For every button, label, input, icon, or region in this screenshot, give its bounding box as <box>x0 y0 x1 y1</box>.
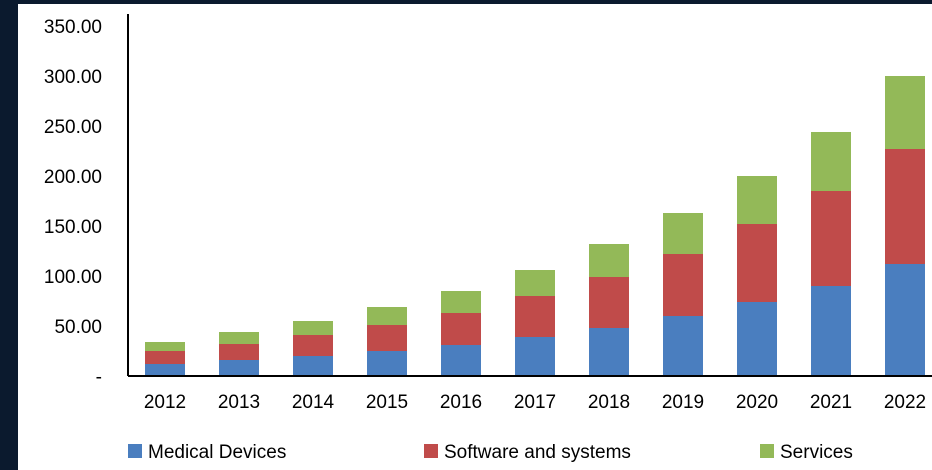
bar-segment <box>515 337 555 376</box>
bar-segment <box>589 277 629 328</box>
bar-segment <box>663 316 703 376</box>
bar-segment <box>663 213 703 254</box>
x-tick-label: 2022 <box>884 392 926 413</box>
bar-segment <box>515 296 555 337</box>
chart-frame: - 50.00 100.00 150.00 200.00 250.00 300.00 350.… <box>18 4 932 470</box>
bar-segment <box>885 76 925 149</box>
legend-label: Software and systems <box>444 442 631 463</box>
legend-label: Services <box>780 442 853 463</box>
bar-segment <box>811 191 851 286</box>
bar-segment <box>663 254 703 316</box>
bar-segment <box>219 332 259 344</box>
x-tick-label: 2017 <box>514 392 556 413</box>
bar-segment <box>441 313 481 345</box>
bar-segment <box>737 302 777 376</box>
bar-segment <box>515 270 555 296</box>
bar-segment <box>367 325 407 351</box>
x-tick-label: 2020 <box>736 392 778 413</box>
x-tick-label: 2018 <box>588 392 630 413</box>
legend-swatch <box>128 444 142 458</box>
legend: Medical Devices Software and systems Servi… <box>128 442 853 463</box>
bar-segment <box>441 345 481 376</box>
x-axis: 2012 2013 2014 2015 2016 2017 2018 2019 2020 2021… <box>128 375 932 413</box>
x-tick-label: 2012 <box>144 392 186 413</box>
bar-segment <box>145 351 185 364</box>
bar-segment <box>737 176 777 224</box>
bar-segment <box>737 224 777 302</box>
x-tick-label: 2021 <box>810 392 852 413</box>
x-tick-label: 2014 <box>292 392 335 413</box>
y-tick-label: 350.00 <box>44 17 102 38</box>
bar-segment <box>145 342 185 351</box>
legend-swatch <box>760 444 774 458</box>
bar-segment <box>811 286 851 376</box>
bar-segment <box>219 344 259 360</box>
bar-segment <box>885 149 925 264</box>
bar-segment <box>589 328 629 376</box>
y-tick-label: 200.00 <box>44 167 102 188</box>
y-tick-label: 50.00 <box>54 317 102 338</box>
x-tick-label: 2013 <box>218 392 260 413</box>
x-tick-label: 2016 <box>440 392 482 413</box>
x-tick-label: 2015 <box>366 392 408 413</box>
y-tick-label: - <box>96 367 102 388</box>
y-tick-label: 100.00 <box>44 267 102 288</box>
y-tick-label: 300.00 <box>44 67 102 88</box>
bar-segment <box>811 132 851 191</box>
x-tick-label: 2019 <box>662 392 704 413</box>
bar-segment <box>293 335 333 356</box>
bar-segment <box>367 351 407 376</box>
bar-segment <box>293 321 333 335</box>
legend-label: Medical Devices <box>148 442 286 463</box>
y-tick-label: 250.00 <box>44 117 102 138</box>
bar-segment <box>293 356 333 376</box>
y-tick-label: 150.00 <box>44 217 102 238</box>
bar-segment <box>367 307 407 325</box>
bar-segment <box>885 264 925 376</box>
y-axis: - 50.00 100.00 150.00 200.00 250.00 300.00 350.… <box>44 14 129 388</box>
bar-segment <box>145 364 185 376</box>
bar-segment <box>589 244 629 277</box>
bar-segment <box>441 291 481 313</box>
stacked-bar-chart: - 50.00 100.00 150.00 200.00 250.00 300.00 350.… <box>44 14 932 463</box>
bar-segment <box>219 360 259 376</box>
bars <box>145 76 925 376</box>
legend-swatch <box>424 444 438 458</box>
